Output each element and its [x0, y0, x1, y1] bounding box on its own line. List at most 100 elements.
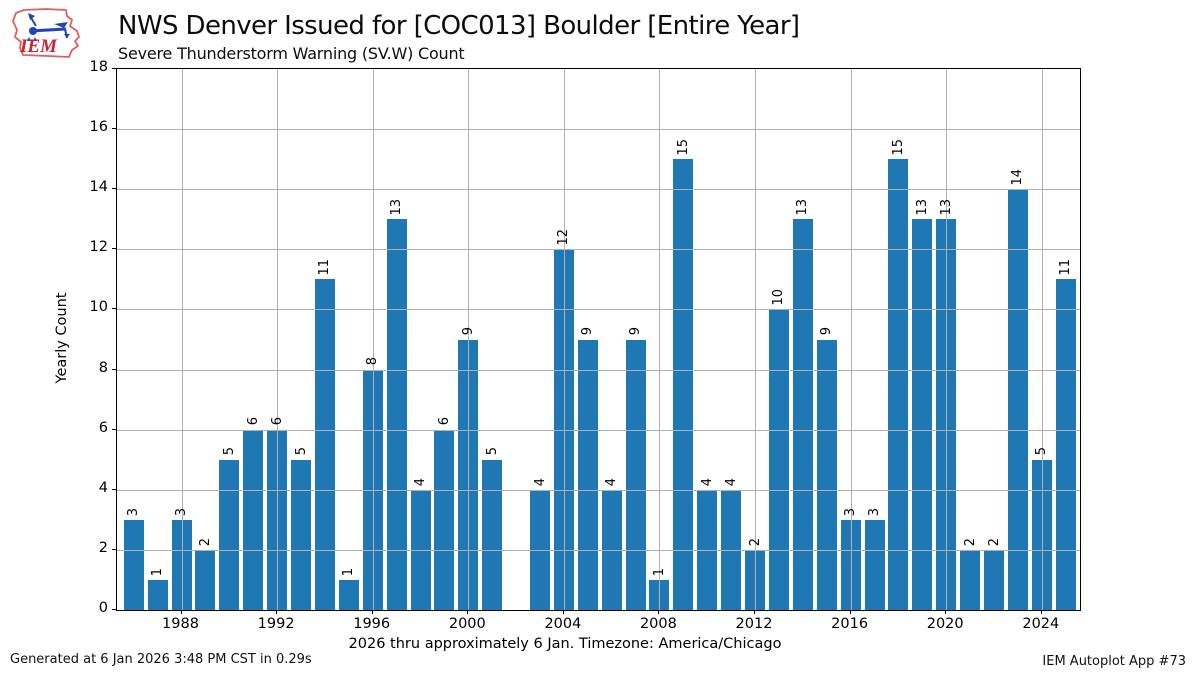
y-tick: [112, 308, 116, 310]
bar-2001: [482, 459, 503, 610]
bar-1999: [434, 429, 455, 610]
gridline-vertical: [468, 69, 470, 610]
bar-1990: [219, 459, 240, 610]
bar-value-label: 4: [413, 477, 428, 486]
x-tick-label: 2016: [831, 616, 869, 632]
x-tick-label: 2004: [544, 616, 582, 632]
iem-logo: IEM: [12, 8, 80, 58]
bar-value-label: 1: [150, 567, 166, 576]
x-tick: [371, 610, 373, 614]
bar-value-label: 5: [293, 447, 309, 456]
bar-value-label: 3: [126, 507, 142, 516]
bar-value-label: 2: [986, 537, 1002, 546]
bar-value-label: 4: [604, 477, 620, 486]
bar-1994: [314, 279, 335, 610]
x-tick-label: 2012: [735, 616, 773, 632]
x-tick-label: 1996: [353, 616, 391, 632]
bar-value-label: 14: [1010, 168, 1026, 186]
y-tick-label: 14: [89, 179, 108, 196]
bar-value-label: 3: [843, 507, 859, 516]
bar-value-label: 9: [628, 327, 643, 336]
bar-2023: [1007, 189, 1028, 610]
x-tick: [945, 610, 947, 614]
bar-2014: [792, 219, 813, 610]
bar-2013: [768, 309, 789, 610]
bar-1989: [195, 549, 216, 610]
bar-value-label: 5: [221, 447, 237, 456]
y-tick: [112, 548, 116, 550]
gridline-horizontal: [117, 429, 1080, 431]
generated-timestamp: Generated at 6 Jan 2026 3:48 PM CST in 0…: [10, 652, 312, 667]
bar-2022: [984, 549, 1004, 610]
y-tick-label: 4: [98, 479, 108, 496]
bar-value-label: 6: [269, 417, 285, 426]
bar-value-label: 13: [795, 198, 811, 216]
x-tick-label: 2000: [448, 616, 486, 632]
y-tick-label: 16: [89, 119, 108, 136]
gridline-horizontal: [117, 249, 1080, 251]
bar-value-label: 6: [245, 417, 261, 426]
gridline-vertical: [850, 69, 852, 610]
x-tick-label: 2020: [926, 616, 964, 632]
x-tick: [276, 610, 278, 614]
gridline-vertical: [563, 69, 565, 610]
bar-1995: [338, 579, 359, 610]
y-tick-label: 6: [98, 419, 108, 436]
bar-value-label: 3: [174, 507, 189, 516]
y-tick: [112, 428, 116, 430]
bar-value-label: 4: [532, 477, 548, 486]
logo-iem-label: IEM: [19, 36, 58, 57]
x-tick: [658, 610, 660, 614]
app-credit: IEM Autoplot App #73: [1042, 654, 1186, 669]
gridline-vertical: [1041, 69, 1043, 610]
x-tick-label: 1992: [257, 616, 295, 632]
gridline-vertical: [372, 69, 374, 610]
bar-value-label: 1: [341, 567, 357, 576]
bar-value-label: 5: [484, 447, 500, 456]
weather-vane-icon: [27, 13, 70, 41]
gridline-horizontal: [117, 549, 1080, 551]
bar-2009: [673, 159, 694, 610]
iowa-outline-icon: [12, 8, 80, 58]
y-tick: [112, 609, 116, 610]
bar-value-label: 2: [747, 537, 763, 546]
page-title: NWS Denver Issued for [COC013] Boulder […: [118, 11, 800, 41]
bar-2015: [816, 339, 837, 610]
bar-2025: [1055, 279, 1076, 610]
bar-2005: [577, 339, 598, 610]
y-tick: [112, 368, 116, 370]
bar-2019: [912, 219, 933, 610]
plot-area: 3 1 3 2 5 6 6 5 11 1 8 13 4 6 9 5 4 12 9 4 9 1 15 4 4 2 10 13 9 3 3 15 1…: [116, 68, 1081, 611]
y-tick-label: 12: [89, 239, 108, 256]
x-axis-label: 2026 thru approximately 6 Jan. Timezone:…: [348, 636, 782, 652]
bar-2017: [864, 519, 885, 610]
gridline-horizontal: [117, 369, 1080, 371]
y-tick-label: 18: [89, 59, 108, 75]
bar-1991: [243, 429, 264, 610]
gridline-vertical: [659, 69, 661, 610]
y-tick: [112, 248, 116, 250]
x-tick: [562, 610, 564, 614]
y-tick-label: 2: [98, 539, 108, 556]
bar-1986: [123, 519, 144, 610]
gridline-horizontal: [117, 489, 1080, 491]
y-tick: [112, 188, 116, 190]
bar-value-label: 4: [723, 477, 739, 486]
bar-value-label: 13: [389, 198, 405, 216]
y-tick-label: 8: [98, 359, 108, 376]
gridline-vertical: [755, 69, 756, 610]
x-tick-label: 1988: [162, 616, 199, 632]
bar-value-label: 2: [197, 537, 213, 546]
bar-value-label: 15: [890, 138, 906, 156]
x-tick: [467, 610, 469, 614]
bar-2018: [888, 159, 909, 610]
bar-1987: [147, 579, 168, 610]
x-tick-label: 2024: [1022, 616, 1060, 632]
gridline-vertical: [277, 69, 279, 610]
bar-value-label: 6: [436, 417, 452, 426]
y-tick: [112, 488, 116, 490]
bar-2021: [960, 549, 981, 610]
gridline-vertical: [946, 69, 948, 610]
bar-value-label: 11: [1058, 258, 1074, 276]
x-tick: [849, 610, 851, 614]
